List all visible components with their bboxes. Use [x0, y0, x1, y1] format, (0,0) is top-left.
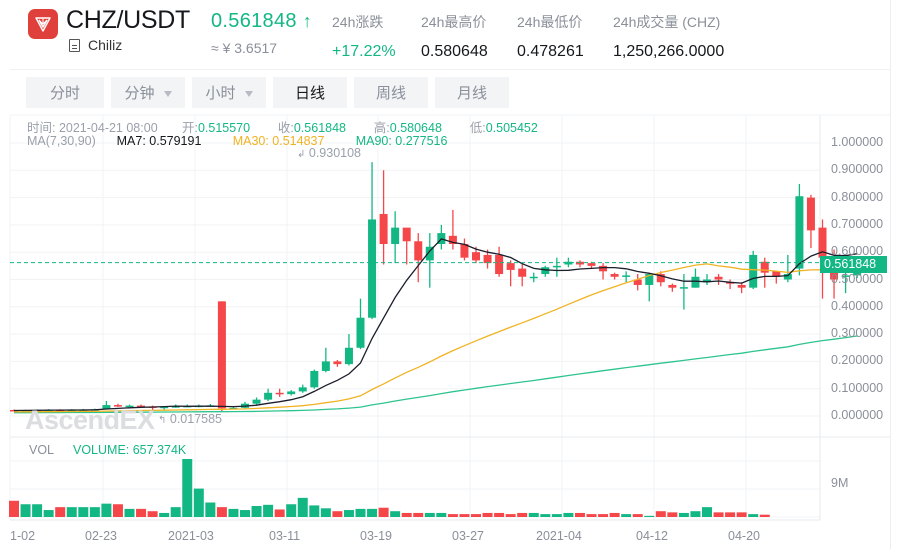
chevron-down-icon: [244, 90, 253, 97]
stat-24h-volume: 24h成交量 (CHZ) 1,250,266.0000: [613, 14, 725, 60]
last-price: 0.561848 ↑: [211, 10, 312, 32]
volume-label: VOL: [29, 443, 55, 457]
tab-day[interactable]: 日线: [273, 77, 347, 108]
max-price-marker: ↲ 0.930108: [297, 146, 362, 160]
volume-axis-label: 9M: [831, 476, 849, 490]
tab-month[interactable]: 月线: [435, 77, 509, 108]
tab-hour[interactable]: 小时: [192, 77, 266, 108]
price-tick: 0.800000: [831, 189, 884, 204]
chevron-down-icon: [163, 90, 172, 97]
price-tick: 0.500000: [831, 271, 884, 286]
tab-minute[interactable]: 分钟: [111, 77, 185, 108]
tab-timeline[interactable]: 分时: [26, 77, 104, 108]
price-tick: 0.000000: [831, 408, 884, 422]
price-tick: 0.200000: [831, 353, 884, 368]
stat-24h-change: 24h涨跌 +17.22%: [332, 14, 396, 60]
chiliz-logo-icon: [28, 9, 58, 39]
divider: [10, 69, 890, 70]
cny-price: ≈ ¥ 3.6517: [211, 40, 278, 56]
price-tick: 1.000000: [831, 135, 884, 149]
document-icon: [69, 38, 80, 52]
tab-week[interactable]: 周线: [354, 77, 428, 108]
coin-name: Chiliz: [88, 37, 123, 53]
price-tick: 0.100000: [831, 380, 884, 395]
up-arrow-icon: ↑: [302, 11, 312, 31]
coin-info-link[interactable]: Chiliz: [69, 37, 122, 53]
date-tick: 2021-04: [536, 529, 582, 543]
ohlc-info: 时间: 2021-04-21 08:00 开:0.515570 收:0.5618…: [27, 121, 538, 135]
ascendex-watermark: AscendEX: [25, 405, 155, 435]
date-tick: 1-02: [10, 529, 36, 543]
date-tick: 03-11: [269, 529, 301, 543]
ma-info: MA(7,30,90) MA7: 0.579191 MA30: 0.514837…: [27, 134, 448, 148]
date-tick: 04-20: [728, 529, 760, 543]
market-header: CHZ/USDT Chiliz 0.561848 ↑ ≈ ¥ 3.6517 24…: [0, 0, 897, 68]
price-tick: 0.400000: [831, 298, 884, 313]
volume-value: VOLUME: 657.374K: [73, 443, 187, 457]
panel-border: [890, 0, 891, 549]
date-tick: 03-27: [452, 529, 484, 543]
min-price-marker: ↰ 0.017585: [158, 412, 223, 426]
stat-24h-low: 24h最低价 0.478261: [517, 14, 584, 60]
interval-tabs: 分时 分钟 小时 日线 周线 月线: [26, 77, 509, 108]
current-price-tag: 0.561848: [820, 256, 887, 273]
price-tick: 0.900000: [831, 162, 884, 177]
stat-24h-high: 24h最高价 0.580648: [421, 14, 488, 60]
price-tick: 0.300000: [831, 326, 884, 341]
pair-title: CHZ/USDT: [66, 6, 190, 34]
price-tick: 0.600000: [831, 244, 884, 259]
date-tick: 03-19: [360, 529, 392, 543]
date-tick: 04-12: [636, 529, 668, 543]
price-tick: 0.700000: [831, 216, 884, 231]
date-tick: 2021-03: [168, 529, 214, 543]
date-tick: 02-23: [85, 529, 117, 543]
